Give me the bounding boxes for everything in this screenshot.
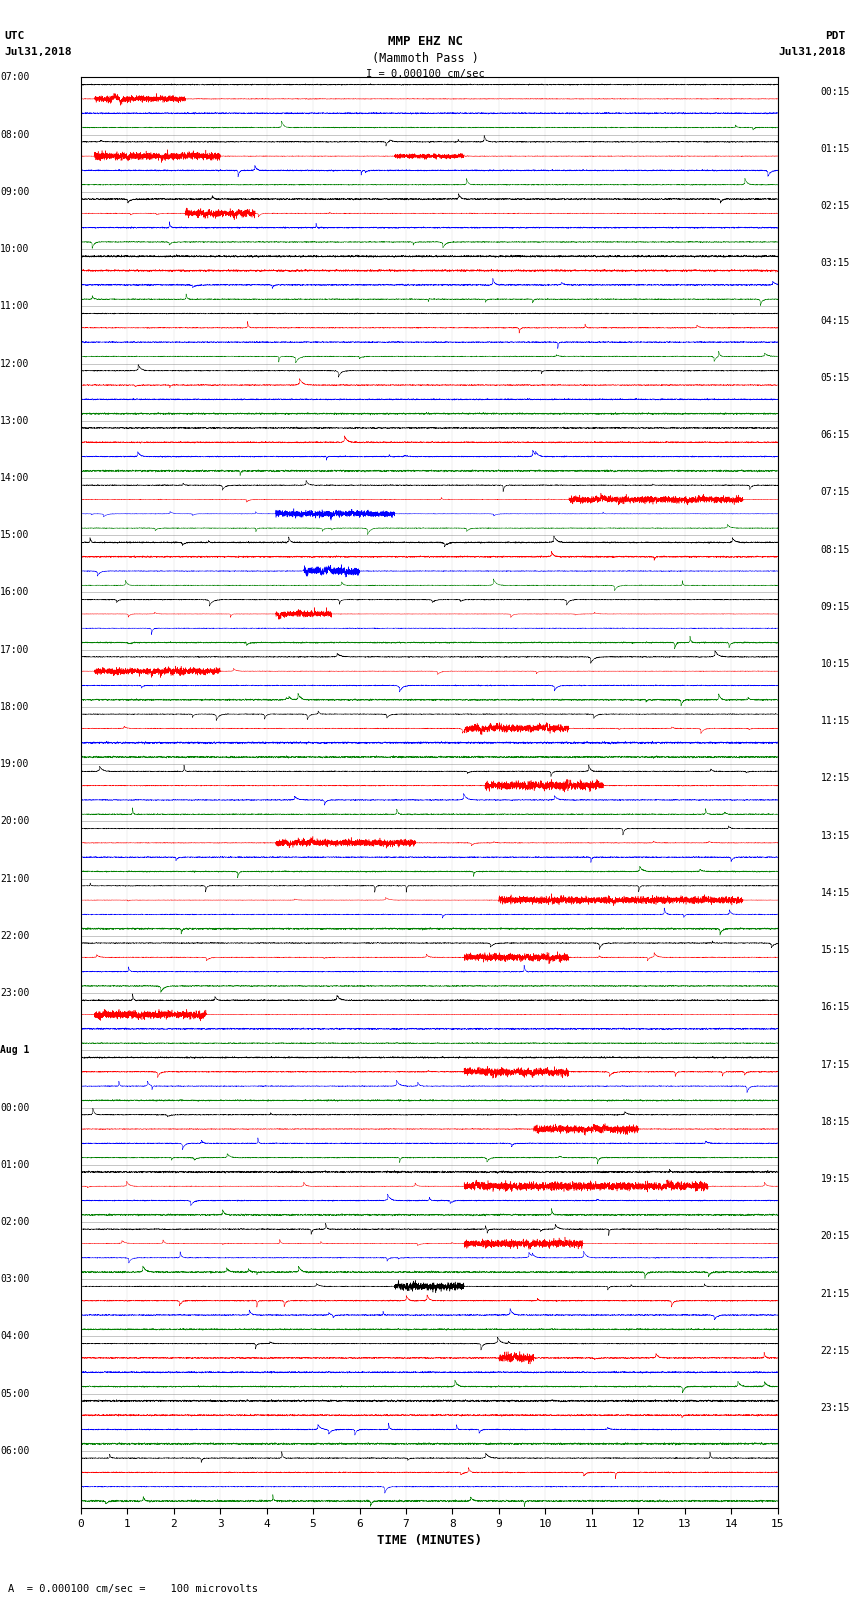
Text: 06:00: 06:00 [0,1445,30,1457]
Text: 10:00: 10:00 [0,244,30,255]
Text: 14:15: 14:15 [820,887,850,898]
Text: 18:15: 18:15 [820,1116,850,1127]
Text: 01:00: 01:00 [0,1160,30,1169]
Text: 02:00: 02:00 [0,1218,30,1227]
Text: 19:15: 19:15 [820,1174,850,1184]
Text: 02:15: 02:15 [820,202,850,211]
Text: 12:00: 12:00 [0,358,30,368]
Text: 22:00: 22:00 [0,931,30,940]
Text: 16:15: 16:15 [820,1002,850,1013]
Text: 03:00: 03:00 [0,1274,30,1284]
Text: 23:00: 23:00 [0,989,30,998]
Text: 05:00: 05:00 [0,1389,30,1398]
Text: 14:00: 14:00 [0,473,30,482]
Text: 19:00: 19:00 [0,760,30,769]
Text: 21:15: 21:15 [820,1289,850,1298]
Text: MMP EHZ NC: MMP EHZ NC [388,35,462,48]
Text: 00:15: 00:15 [820,87,850,97]
Text: 15:15: 15:15 [820,945,850,955]
Text: 11:00: 11:00 [0,302,30,311]
Text: 13:00: 13:00 [0,416,30,426]
Text: (Mammoth Pass ): (Mammoth Pass ) [371,52,479,65]
Text: 03:15: 03:15 [820,258,850,268]
Text: I = 0.000100 cm/sec: I = 0.000100 cm/sec [366,69,484,79]
Text: Jul31,2018: Jul31,2018 [779,47,846,56]
Text: 18:00: 18:00 [0,702,30,711]
Text: A  = 0.000100 cm/sec =    100 microvolts: A = 0.000100 cm/sec = 100 microvolts [8,1584,258,1594]
Text: 20:00: 20:00 [0,816,30,826]
Text: 09:00: 09:00 [0,187,30,197]
Text: 17:00: 17:00 [0,645,30,655]
Text: 04:15: 04:15 [820,316,850,326]
Text: 07:15: 07:15 [820,487,850,497]
Text: 16:00: 16:00 [0,587,30,597]
X-axis label: TIME (MINUTES): TIME (MINUTES) [377,1534,482,1547]
Text: 08:15: 08:15 [820,545,850,555]
Text: 06:15: 06:15 [820,431,850,440]
Text: 17:15: 17:15 [820,1060,850,1069]
Text: 04:00: 04:00 [0,1331,30,1342]
Text: 08:00: 08:00 [0,129,30,140]
Text: 22:15: 22:15 [820,1345,850,1357]
Text: 21:00: 21:00 [0,874,30,884]
Text: 09:15: 09:15 [820,602,850,611]
Text: 05:15: 05:15 [820,373,850,382]
Text: 10:15: 10:15 [820,660,850,669]
Text: PDT: PDT [825,31,846,40]
Text: 12:15: 12:15 [820,774,850,784]
Text: Aug 1: Aug 1 [0,1045,30,1055]
Text: 23:15: 23:15 [820,1403,850,1413]
Text: UTC: UTC [4,31,25,40]
Text: 11:15: 11:15 [820,716,850,726]
Text: 15:00: 15:00 [0,531,30,540]
Text: 20:15: 20:15 [820,1231,850,1242]
Text: 13:15: 13:15 [820,831,850,840]
Text: 07:00: 07:00 [0,73,30,82]
Text: 01:15: 01:15 [820,144,850,153]
Text: 00:00: 00:00 [0,1103,30,1113]
Text: Jul31,2018: Jul31,2018 [4,47,71,56]
